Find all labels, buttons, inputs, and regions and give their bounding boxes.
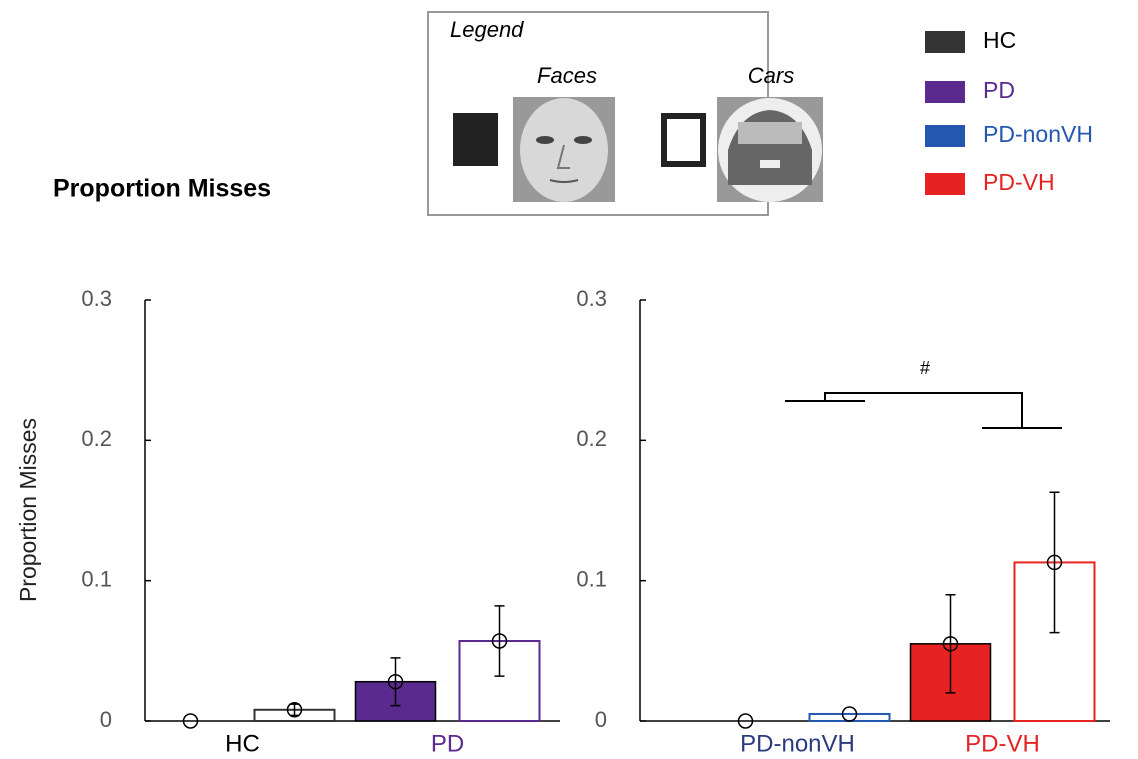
- x-tick-label: PD-VH: [965, 730, 1040, 757]
- y-tick-label: 0: [100, 707, 112, 732]
- x-tick-label: PD-nonVH: [740, 730, 855, 757]
- legend-swatch: [925, 125, 965, 147]
- legend-label: Cars: [748, 63, 794, 88]
- y-axis-label: Proportion Misses: [15, 418, 41, 602]
- legend-label: Faces: [537, 63, 597, 88]
- y-tick-label: 0.3: [576, 286, 607, 311]
- legend-label: PD-VH: [983, 169, 1055, 195]
- legend-label: HC: [983, 27, 1016, 53]
- face-image: [513, 97, 615, 202]
- car-image: [717, 97, 823, 202]
- error-bar: [494, 605, 505, 677]
- error-bar: [390, 657, 401, 707]
- mean-marker: [387, 673, 404, 690]
- significance-bracket: [785, 392, 1062, 429]
- legend-label: PD: [983, 77, 1015, 103]
- x-tick-label: PD: [431, 730, 464, 757]
- x-tick-label: HC: [225, 730, 260, 757]
- y-tick-label: 0: [595, 707, 607, 732]
- legend-swatch: [661, 113, 706, 167]
- mean-marker: [737, 713, 754, 729]
- y-tick-label: 0.2: [81, 426, 112, 451]
- legend-swatch: [925, 173, 965, 195]
- mean-marker: [841, 706, 858, 722]
- y-tick-label: 0.1: [576, 566, 607, 591]
- legend-title: Legend: [450, 17, 524, 42]
- legend-swatch: [925, 31, 965, 53]
- mean-marker: [182, 713, 199, 729]
- mean-marker: [942, 636, 959, 652]
- mean-marker: [491, 633, 508, 649]
- mean-marker: [1046, 554, 1063, 571]
- error-bar: [945, 593, 956, 694]
- bar: [808, 712, 891, 723]
- annotation: #: [920, 358, 930, 378]
- y-tick-label: 0.3: [81, 286, 112, 311]
- figure-title: Proportion Misses: [53, 175, 271, 203]
- legend-swatch: [453, 113, 498, 166]
- y-tick-label: 0.1: [81, 566, 112, 591]
- legend-swatch: [925, 81, 965, 103]
- mean-marker: [286, 702, 303, 718]
- y-tick-label: 0.2: [576, 426, 607, 451]
- legend-label: PD-nonVH: [983, 121, 1093, 147]
- error-bar: [1049, 491, 1060, 634]
